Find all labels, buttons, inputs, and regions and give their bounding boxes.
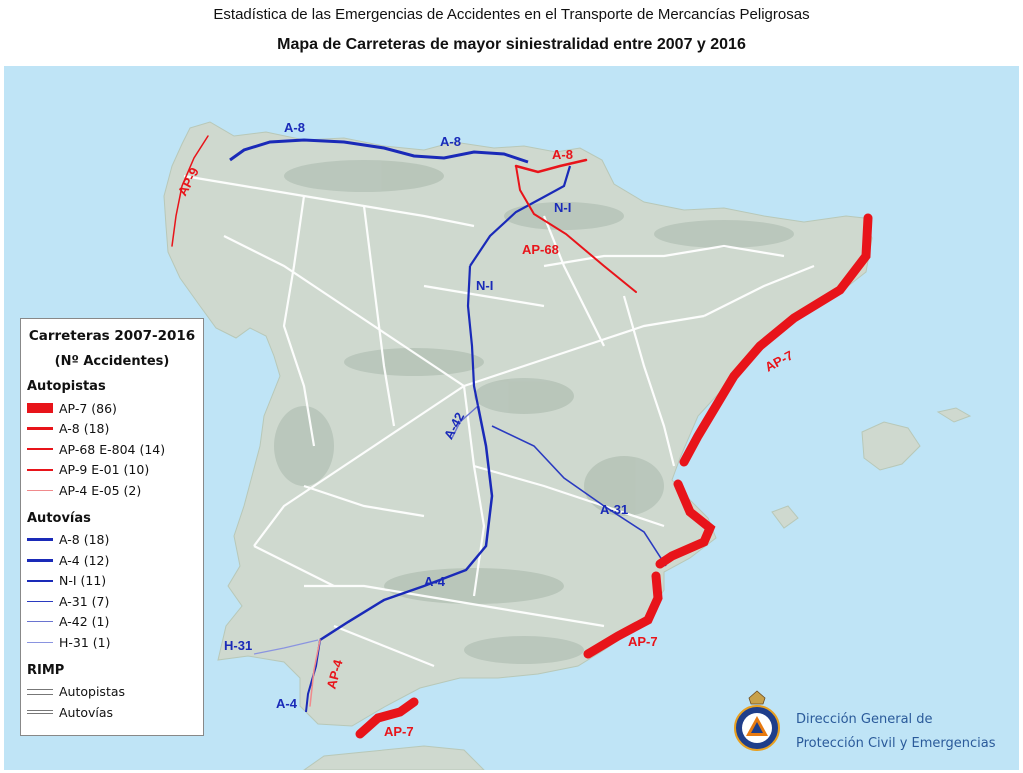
legend-heading-autovias: Autovías xyxy=(27,510,91,526)
route-a8-autopista xyxy=(514,158,588,174)
route-ap7-north xyxy=(679,213,873,467)
legend-swatch xyxy=(27,641,53,643)
proteccion-civil-logo xyxy=(734,690,780,751)
legend-swatch xyxy=(27,427,53,431)
legend-item-label: A-8 (18) xyxy=(59,421,110,437)
route-a8-autovia xyxy=(229,138,529,164)
label-a4-cadiz: A-4 xyxy=(276,696,298,711)
legend-swatch xyxy=(27,621,53,623)
label-a8-autopista: A-8 xyxy=(552,147,573,162)
legend-item-label: AP-7 (86) xyxy=(59,400,117,416)
legend-item-label: AP-9 E-01 (10) xyxy=(59,462,150,478)
legend-item-a4: A-4 (12) xyxy=(21,550,203,571)
legend-item-h31: H-31 (1) xyxy=(21,632,203,653)
label-ni-north: N-I xyxy=(554,200,571,215)
legend-item-ap9: AP-9 E-01 (10) xyxy=(21,460,203,481)
ibiza-island xyxy=(771,505,799,529)
africa-coast xyxy=(303,745,485,770)
label-a8-east: A-8 xyxy=(440,134,461,149)
legend-item-label: A-4 (12) xyxy=(59,552,110,568)
route-a31 xyxy=(491,425,667,567)
route-ap9 xyxy=(171,135,209,247)
legend-swatch xyxy=(27,448,53,451)
legend-item-label: H-31 (1) xyxy=(59,634,111,650)
route-h31 xyxy=(253,639,319,655)
route-ni-south xyxy=(466,265,480,407)
menorca-island xyxy=(936,407,972,423)
legend-heading-rimp: RIMP xyxy=(27,662,65,678)
legend-item-rimp-autovias: Autovías xyxy=(21,702,203,723)
label-ap7-malaga: AP-7 xyxy=(384,724,414,739)
legend-item-a42: A-42 (1) xyxy=(21,612,203,633)
legend-subtitle: (Nº Accidentes) xyxy=(54,354,170,369)
legend-swatch xyxy=(27,403,53,414)
legend-swatch xyxy=(27,559,53,562)
legend-swatch xyxy=(27,579,53,582)
route-ap4 xyxy=(309,639,321,707)
legend-swatch xyxy=(27,538,53,542)
route-ap7-south xyxy=(583,571,663,659)
label-ni-south: N-I xyxy=(476,278,493,293)
label-a4-central: A-4 xyxy=(424,574,446,589)
label-ap7-murcia: AP-7 xyxy=(628,634,658,649)
legend-heading-autopistas: Autopistas xyxy=(27,379,106,394)
organization-line-1: Dirección General de xyxy=(796,712,933,727)
page-title: Estadística de las Emergencias de Accide… xyxy=(213,6,810,23)
legend-swatch xyxy=(27,469,53,471)
legend-item-label: A-31 (7) xyxy=(59,593,110,609)
route-ap68 xyxy=(515,165,637,293)
legend-item-label: Autovías xyxy=(59,704,114,720)
legend-item-ap7: AP-7 (86) xyxy=(21,398,203,419)
legend-title: Carreteras 2007-2016 xyxy=(28,328,196,344)
organization-line-2: Protección Civil y Emergencias xyxy=(796,736,996,751)
legend-item-ni: N-I (11) xyxy=(21,571,203,592)
organization-name: Dirección General de Protección Civil y … xyxy=(796,708,996,756)
label-a8-west: A-8 xyxy=(284,120,305,135)
legend-item-label: Autopistas xyxy=(59,684,126,700)
terrain-relief xyxy=(274,160,794,664)
legend-item-label: A-42 (1) xyxy=(59,614,110,630)
mallorca-island xyxy=(861,421,921,471)
legend-item-ap68: AP-68 E-804 (14) xyxy=(21,439,203,460)
legend-item-label: N-I (11) xyxy=(59,573,107,589)
label-a31: A-31 xyxy=(600,502,628,517)
route-ap7-malaga xyxy=(355,697,419,739)
legend-swatch xyxy=(27,710,53,715)
legend-item-label: A-8 (18) xyxy=(59,532,110,548)
map-svg: A-8 A-8 A-8 AP-9 N-I AP-68 N-I AP-7 A-42… xyxy=(163,120,972,770)
legend-item-label: AP-4 E-05 (2) xyxy=(59,482,142,498)
legend-swatch xyxy=(27,600,53,602)
legend-item-ap4: AP-4 E-05 (2) xyxy=(21,480,203,501)
label-ap68: AP-68 xyxy=(522,242,559,257)
label-ap7-catalonia: AP-7 xyxy=(762,347,795,374)
route-a4-central xyxy=(319,405,494,642)
route-ap7-valencia xyxy=(655,479,716,569)
autopistas-network xyxy=(171,135,873,739)
legend-item-a8-autopista: A-8 (18) xyxy=(21,419,203,440)
route-a42 xyxy=(451,405,479,439)
legend-item-a31: A-31 (7) xyxy=(21,591,203,612)
legend-item-label: AP-68 E-804 (14) xyxy=(59,441,166,457)
legend-swatch xyxy=(27,688,53,695)
map-legend: Carreteras 2007-2016 (Nº Accidentes) Aut… xyxy=(20,318,204,736)
label-h31: H-31 xyxy=(224,638,252,653)
legend-swatch xyxy=(27,489,53,491)
legend-item-rimp-autopistas: Autopistas xyxy=(21,682,203,703)
map-subtitle: Mapa de Carreteras de mayor siniestralid… xyxy=(277,36,746,53)
rimp-road-network xyxy=(183,174,815,668)
legend-item-a8-autovia: A-8 (18) xyxy=(21,530,203,551)
